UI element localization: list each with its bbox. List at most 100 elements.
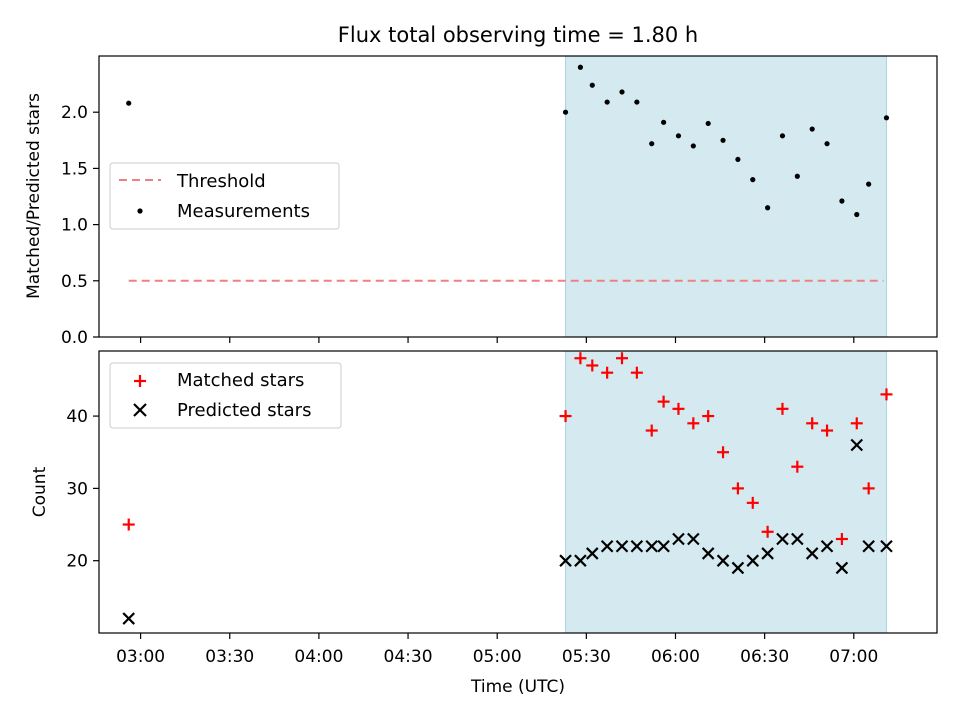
- measurement-point: [839, 198, 845, 204]
- legend-matched-label: Matched stars: [177, 370, 304, 391]
- x-tick-label: 07:00: [829, 647, 878, 667]
- matched-star-point: [630, 366, 643, 379]
- top-legend-box: [109, 162, 340, 230]
- predicted-star-point: [776, 532, 789, 546]
- x-tick-label: 03:00: [116, 647, 165, 667]
- measurement-point: [577, 64, 584, 70]
- x-stroke-2: [687, 532, 700, 546]
- predicted-star-point: [850, 438, 864, 452]
- matched-star-point: [880, 388, 893, 401]
- chart-title: Flux total observing time = 1.80 h: [338, 23, 698, 47]
- predicted-star-point: [761, 547, 774, 560]
- bottom-legend: Matched stars Predicted stars: [109, 362, 342, 429]
- predicted-star-point: [880, 539, 893, 553]
- matched-star-point: [821, 424, 834, 437]
- measurement-point: [809, 126, 815, 132]
- x-stroke-2: [835, 561, 849, 575]
- matched-star-point: [645, 424, 658, 437]
- measurement-point: [854, 211, 860, 218]
- matched-star-point: [761, 525, 774, 538]
- predicted-star-point: [701, 547, 715, 560]
- matched-star-point: [776, 402, 789, 415]
- matched-star-point: [559, 410, 572, 423]
- x-stroke-2: [645, 539, 659, 553]
- measurement-point: [634, 99, 640, 105]
- x-stroke-2: [805, 547, 819, 560]
- top-x-ticks: [140, 337, 855, 343]
- y-tick-label: 2.0: [61, 103, 88, 123]
- measurement-point: [649, 141, 655, 147]
- top-axes-frame: [98, 55, 938, 338]
- measurement-point: [604, 99, 610, 105]
- predicted-star-point: [731, 561, 745, 575]
- measurement-point: [661, 119, 667, 125]
- matched-stars-series: [122, 352, 893, 545]
- matched-star-point: [586, 359, 599, 372]
- x-stroke-2: [630, 539, 644, 553]
- matched-star-point: [672, 402, 685, 415]
- bottom-y-axis-label: Count: [30, 466, 50, 517]
- x-stroke-2: [574, 554, 587, 567]
- x-tick-label: 06:30: [740, 647, 789, 667]
- y-tick-label: 30: [66, 479, 88, 499]
- predicted-stars-series: [122, 438, 893, 625]
- matched-star-point: [731, 482, 744, 495]
- x-stroke-2: [122, 612, 135, 625]
- x-stroke-2: [880, 539, 893, 553]
- predicted-star-point: [687, 532, 700, 546]
- matched-star-point: [850, 417, 863, 430]
- matched-star-point: [806, 417, 819, 430]
- legend-predicted-label: Predicted stars: [177, 400, 311, 421]
- predicted-star-point: [615, 539, 629, 553]
- predicted-star-point: [574, 554, 587, 567]
- measurement-point: [735, 156, 741, 163]
- y-tick-label: 40: [66, 407, 88, 427]
- predicted-star-point: [657, 539, 670, 553]
- legend-matched-swatch: [134, 375, 146, 387]
- predicted-star-point: [835, 561, 849, 575]
- x-stroke-2: [657, 539, 670, 553]
- measurement-point: [126, 100, 132, 106]
- bottom-y-axis: 20 30 40: [66, 407, 99, 572]
- x-stroke-2: [746, 554, 760, 567]
- x-tick-label: 05:00: [473, 647, 522, 667]
- measurement-point: [750, 177, 756, 183]
- predicted-star-point: [746, 554, 760, 567]
- matched-star-point: [717, 446, 730, 459]
- bottom-legend-box: [109, 362, 342, 429]
- x-stroke-2: [559, 554, 572, 567]
- matched-star-point: [657, 395, 670, 408]
- x-stroke-2: [716, 554, 730, 567]
- top-legend: Threshold Measurements: [109, 162, 340, 230]
- x-axis-label: Time (UTC): [470, 677, 565, 697]
- x-stroke-2: [586, 547, 599, 560]
- matched-star-point: [616, 352, 629, 365]
- x-tick-label: 03:30: [205, 647, 254, 667]
- top-panel: 0.00.51.01.52.0 Matched/Predicted stars …: [24, 55, 938, 348]
- x-stroke-2: [820, 539, 834, 553]
- legend-measurements-swatch: [137, 208, 143, 214]
- predicted-star-point: [645, 539, 659, 553]
- x-stroke-2: [672, 532, 685, 546]
- predicted-star-point: [805, 547, 819, 560]
- measurement-point: [866, 181, 872, 187]
- y-tick-label: 0.0: [61, 328, 88, 348]
- predicted-star-point: [600, 539, 614, 553]
- predicted-star-point: [586, 547, 599, 560]
- bottom-shaded-region: [565, 350, 887, 634]
- measurement-point: [794, 173, 800, 179]
- bottom-panel: 20 30 40 03:00 03:30 04:00 04:30 05:00 05:30 06:…: [30, 350, 938, 697]
- matched-star-point: [687, 417, 700, 430]
- measurement-point: [779, 133, 786, 139]
- measurement-point: [705, 120, 711, 127]
- legend-threshold-label: Threshold: [176, 171, 266, 192]
- x-tick-label: 06:00: [651, 647, 700, 667]
- measurement-point: [619, 89, 625, 95]
- matched-star-point: [791, 460, 804, 473]
- x-stroke-2: [776, 532, 789, 546]
- bottom-x-axis: 03:00 03:30 04:00 04:30 05:00 05:30 06:00 06:30…: [116, 633, 878, 667]
- measurement-point: [720, 137, 726, 143]
- measurement-point: [824, 141, 830, 147]
- legend-predicted-swatch: [133, 403, 147, 417]
